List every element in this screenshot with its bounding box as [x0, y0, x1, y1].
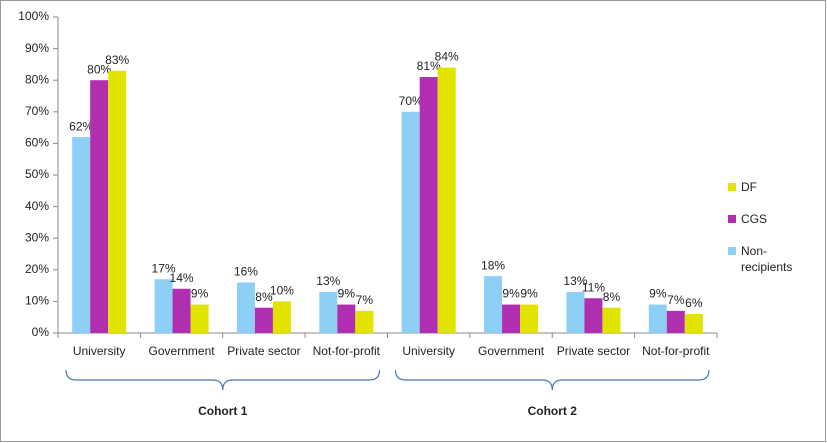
y-tick-label: 60% [25, 136, 49, 150]
value-label: 84% [435, 50, 459, 64]
bar [602, 307, 621, 333]
value-label: 83% [105, 53, 129, 67]
value-label: 70% [399, 94, 423, 108]
bar [272, 301, 291, 333]
x-tick-label: Government [478, 344, 545, 358]
value-label: 13% [563, 274, 587, 288]
bar [319, 291, 338, 333]
x-tick-label: Not-for-profit [642, 344, 710, 358]
value-label: 80% [87, 62, 111, 76]
value-label: 9% [520, 287, 538, 301]
value-label: 9% [502, 287, 520, 301]
group-brace [65, 369, 381, 391]
value-label: 17% [152, 261, 176, 275]
value-label: 13% [316, 274, 340, 288]
legend-swatch [728, 183, 736, 191]
legend-swatch [728, 215, 736, 223]
value-label: 7% [667, 293, 685, 307]
bar [401, 111, 420, 333]
value-label: 10% [270, 284, 294, 298]
value-label: 81% [417, 59, 441, 73]
value-label: 8% [603, 290, 621, 304]
y-tick-label: 20% [25, 262, 49, 276]
y-tick-label: 90% [25, 41, 49, 55]
x-tick-label: Private sector [227, 344, 300, 358]
x-tick-label: Government [149, 344, 216, 358]
y-tick-label: 70% [25, 104, 49, 118]
bar [437, 67, 456, 333]
x-tick-label: University [402, 344, 455, 358]
x-tick-label: University [73, 344, 126, 358]
value-label: 14% [170, 271, 194, 285]
y-tick-label: 0% [32, 325, 50, 339]
value-label: 11% [582, 280, 605, 294]
x-tick-label: Not-for-profit [313, 344, 381, 358]
bar [419, 77, 438, 333]
bar [108, 70, 127, 333]
bar [584, 298, 603, 333]
bar [72, 137, 91, 333]
value-label: 6% [685, 296, 703, 310]
bar [90, 80, 109, 333]
bar [190, 304, 209, 333]
value-label: 18% [481, 258, 505, 272]
bar [502, 304, 521, 333]
value-label: 16% [234, 265, 258, 279]
bar [172, 288, 191, 333]
value-label: 9% [338, 287, 356, 301]
group-label: Cohort 1 [198, 404, 248, 418]
x-tick-label: Private sector [557, 344, 630, 358]
value-label: 9% [649, 287, 667, 301]
bar [154, 279, 173, 333]
bar [520, 304, 539, 333]
y-tick-label: 30% [25, 230, 49, 244]
group-brace [394, 369, 710, 391]
bar [254, 307, 273, 333]
legend-label: CGS [741, 212, 768, 226]
group-label: Cohort 2 [528, 404, 578, 418]
bar [337, 304, 356, 333]
value-label: 8% [255, 290, 273, 304]
legend-label: DF [741, 180, 757, 194]
legend-swatch [728, 247, 736, 255]
bar [355, 310, 374, 333]
legend-label: Non-recipients [741, 244, 793, 274]
bar [236, 282, 255, 333]
y-tick-label: 40% [25, 199, 49, 213]
bar [684, 314, 703, 333]
value-label: 62% [69, 119, 93, 133]
bar [484, 276, 503, 333]
y-tick-label: 100% [18, 9, 49, 23]
value-label: 7% [356, 293, 374, 307]
y-tick-label: 80% [25, 72, 49, 86]
value-label: 9% [191, 287, 209, 301]
bar [666, 310, 685, 333]
bar [648, 304, 667, 333]
y-tick-label: 10% [25, 294, 49, 308]
bar [566, 291, 585, 333]
y-tick-label: 50% [25, 167, 49, 181]
